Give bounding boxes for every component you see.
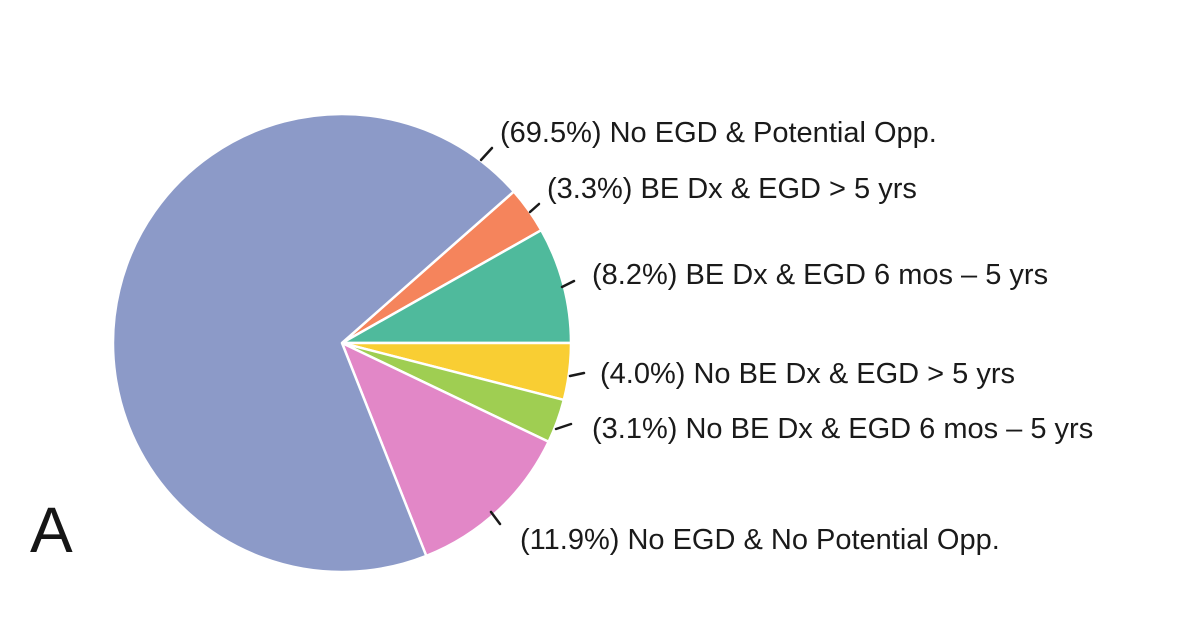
leader-tick-no-egd-potential-opp [479,146,494,162]
leader-tick-no-be-dx-egd-6mos-5yrs [554,422,573,431]
leader-tick-be-dx-egd-6mos-5yrs [560,279,576,289]
pie-slice-be-dx-egd-6mos-5yrs [340,228,573,345]
pie-slice-no-egd-no-potential-opp [340,341,550,558]
pie-slice-no-egd-potential-opp [111,112,516,574]
panel-label: A [30,494,73,566]
leader-tick-be-dx-egd-gt-5yrs [528,202,541,214]
leader-tick-no-be-dx-egd-gt-5yrs [568,371,586,378]
leader-tick-no-egd-no-potential-opp [489,510,502,526]
